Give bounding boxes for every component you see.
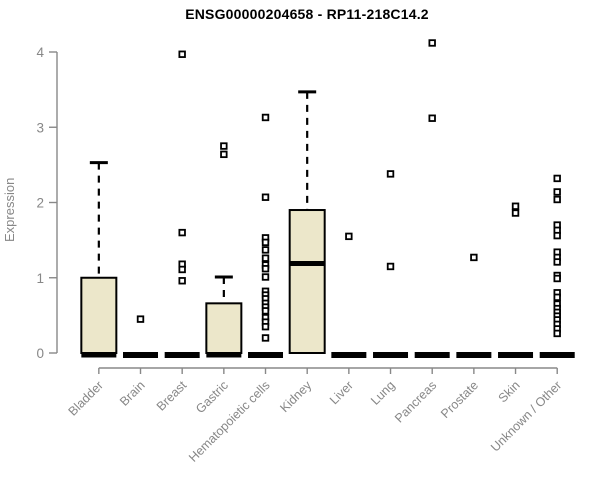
y-axis-tick-label: 1 xyxy=(36,271,44,286)
x-axis-tick-label: Gastric xyxy=(193,378,231,416)
outlier-point xyxy=(178,277,186,285)
x-axis-tick-label: Brain xyxy=(117,378,148,409)
outlier-point xyxy=(345,232,353,241)
box-rect xyxy=(205,302,243,354)
box-rect xyxy=(288,209,326,354)
outlier-point xyxy=(428,39,436,47)
x-axis-tick-label: Bladder xyxy=(66,378,106,418)
outlier-point xyxy=(553,293,561,302)
outlier-point xyxy=(386,170,395,178)
outlier-point xyxy=(553,174,561,183)
x-axis-tick-label: Hematopoietic cells xyxy=(186,378,273,465)
outlier-point xyxy=(428,114,436,122)
box-rect xyxy=(80,276,118,354)
outlier-point xyxy=(553,188,561,196)
outlier-point xyxy=(261,273,270,281)
outlier-point xyxy=(136,315,145,323)
outlier-point xyxy=(511,209,520,217)
outlier-point xyxy=(553,329,561,338)
outlier-point xyxy=(261,307,270,315)
outlier-point xyxy=(261,334,270,342)
x-axis-tick-label: Liver xyxy=(327,378,356,407)
y-axis-tick-label: 4 xyxy=(36,45,44,60)
x-axis-tick-label: Breast xyxy=(154,378,190,414)
outlier-point xyxy=(220,150,228,159)
outlier-point xyxy=(553,274,561,283)
outlier-point xyxy=(553,231,561,240)
outlier-point xyxy=(261,322,270,331)
outlier-point xyxy=(178,228,186,237)
chart-title: ENSG00000204658 - RP11-218C14.2 xyxy=(185,6,429,22)
outlier-point xyxy=(386,262,395,271)
outlier-point xyxy=(178,50,186,58)
outlier-point xyxy=(511,202,520,210)
y-axis-tick-label: 3 xyxy=(36,120,44,135)
x-axis-tick-label: Kidney xyxy=(277,378,314,415)
outlier-point xyxy=(553,195,561,204)
outlier-point xyxy=(470,253,478,262)
outlier-point xyxy=(261,265,270,273)
outlier-point xyxy=(553,258,561,266)
outlier-point xyxy=(178,265,186,274)
x-axis-tick-label: Lung xyxy=(368,378,398,408)
x-axis-tick-label: Pancreas xyxy=(392,378,439,425)
outlier-point xyxy=(261,238,270,247)
outlier-point xyxy=(261,254,270,262)
y-axis-tick-label: 0 xyxy=(36,346,44,361)
x-axis-tick-label: Unknown / Other xyxy=(488,378,564,454)
x-axis-tick-label: Skin xyxy=(496,378,523,405)
outlier-point xyxy=(220,142,228,150)
y-axis-tick-label: 2 xyxy=(36,196,44,211)
outlier-point xyxy=(261,193,270,201)
outlier-point xyxy=(261,113,270,122)
outlier-point xyxy=(261,246,270,254)
x-axis-tick-label: Prostate xyxy=(438,378,481,421)
